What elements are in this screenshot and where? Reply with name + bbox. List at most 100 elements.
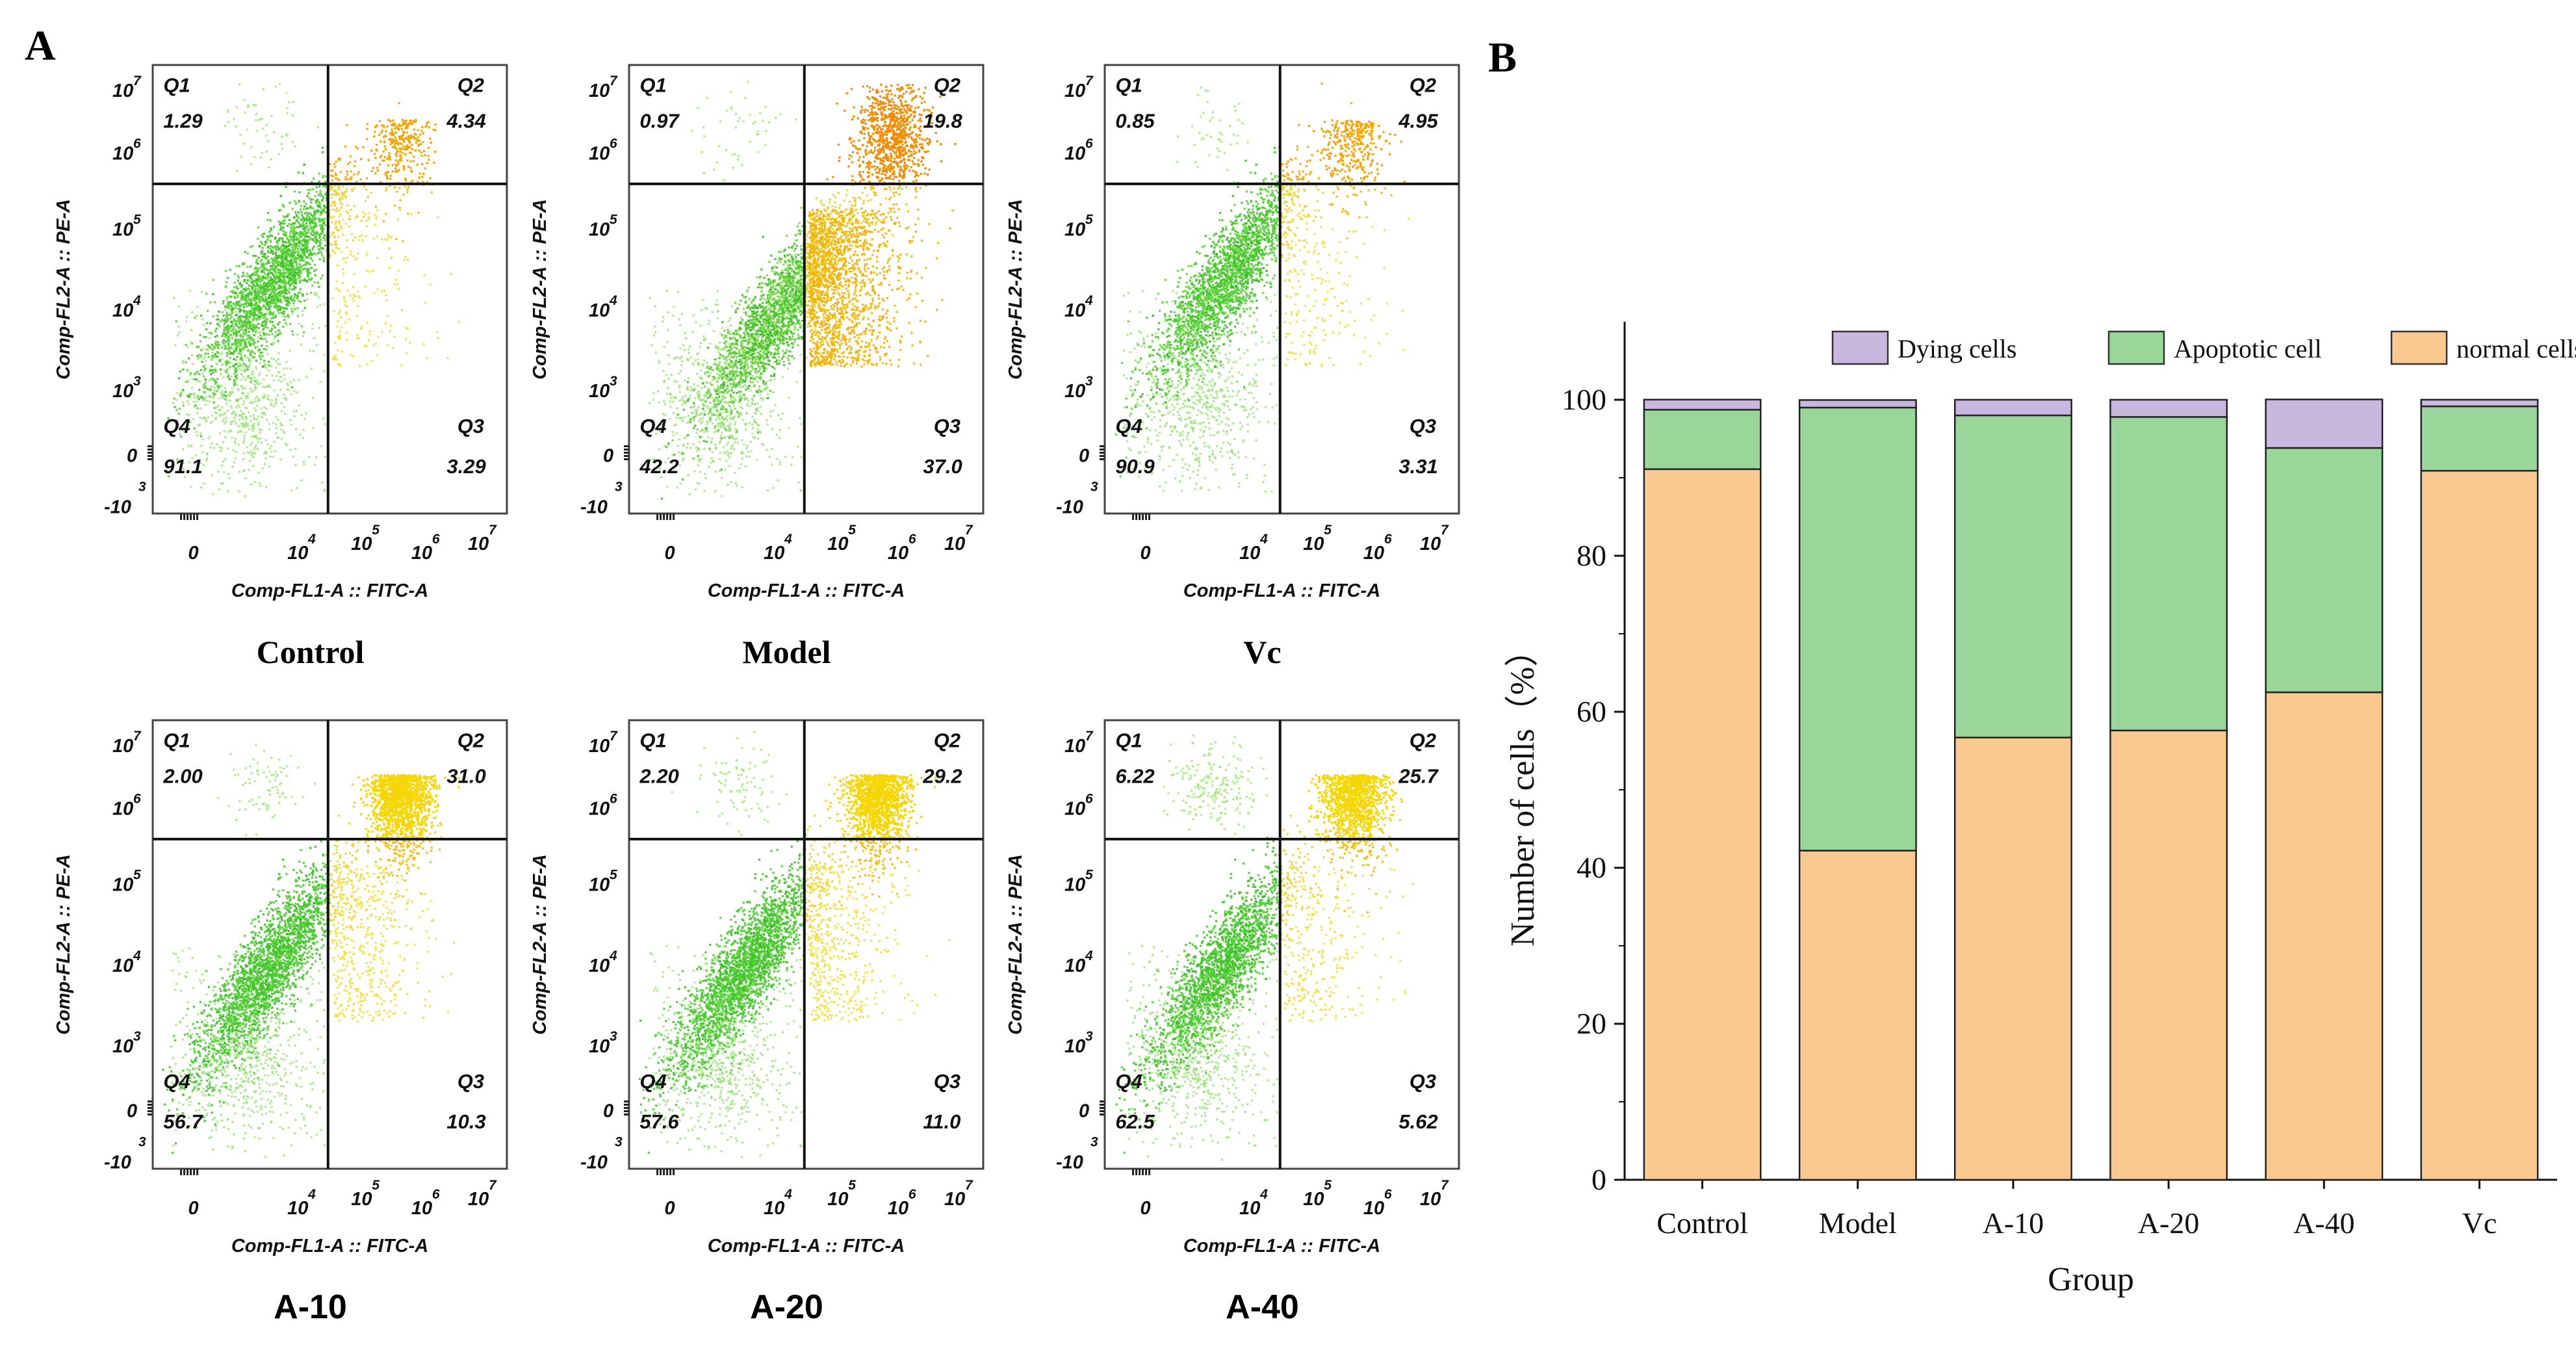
scatter-point: [776, 292, 779, 294]
scatter-point: [228, 302, 231, 305]
scatter-point: [300, 241, 302, 243]
scatter-point: [263, 359, 266, 362]
scatter-point: [260, 428, 263, 432]
scatter-point: [281, 252, 283, 255]
scatter-point: [298, 300, 300, 302]
scatter-point: [394, 145, 396, 148]
scatter-point: [244, 311, 247, 313]
scatter-point: [285, 92, 288, 94]
scatter-point: [269, 312, 272, 315]
scatter-point: [752, 348, 754, 350]
scatter-point: [801, 302, 804, 304]
scatter-point: [369, 330, 372, 333]
scatter-point: [303, 205, 306, 208]
scatter-point: [283, 296, 285, 299]
scatter-point: [281, 258, 284, 261]
scatter-point: [214, 418, 216, 421]
scatter-point: [302, 331, 305, 333]
scatter-point: [344, 195, 347, 198]
scatter-point: [253, 268, 256, 270]
scatter-point: [270, 229, 272, 231]
scatter-point: [261, 250, 263, 252]
scatter-point: [267, 272, 270, 275]
scatter-point: [206, 400, 209, 402]
scatter-point: [387, 164, 390, 167]
scatter-point: [320, 242, 322, 245]
scatter-point: [740, 374, 742, 377]
scatter-point: [255, 317, 257, 320]
scatter-point: [301, 251, 303, 254]
scatter-point: [241, 322, 244, 326]
scatter-point: [786, 330, 789, 332]
scatter-point: [250, 302, 252, 304]
scatter-point: [248, 364, 251, 367]
scatter-point: [302, 252, 305, 255]
scatter-point: [390, 140, 393, 143]
scatter-point: [245, 416, 248, 419]
scatter-point: [225, 315, 228, 318]
scatter-point: [772, 285, 775, 287]
scatter-point: [699, 398, 702, 402]
scatter-point: [344, 178, 347, 181]
scatter-point: [388, 247, 391, 250]
scatter-point: [399, 199, 402, 202]
scatter-point: [192, 418, 195, 421]
scatter-point: [391, 138, 394, 140]
scatter-point: [840, 250, 842, 254]
scatter-point: [430, 191, 433, 194]
scatter-point: [223, 320, 225, 322]
scatter-point: [294, 278, 297, 281]
scatter-point: [310, 257, 313, 260]
scatter-point: [822, 315, 825, 317]
scatter-point: [354, 236, 357, 239]
scatter-point: [276, 276, 278, 279]
scatter-point: [322, 222, 325, 224]
scatter-point: [255, 261, 257, 263]
scatter-point: [268, 364, 270, 367]
scatter-point: [195, 378, 198, 381]
scatter-point: [335, 246, 338, 249]
scatter-point: [244, 341, 247, 345]
scatter-point: [227, 394, 229, 397]
scatter-point: [287, 248, 289, 251]
scatter-point: [799, 233, 802, 235]
scatter-point: [402, 138, 404, 141]
scatter-point: [303, 250, 305, 252]
scatter-point: [348, 318, 351, 321]
scatter-point: [279, 224, 281, 226]
scatter-point: [338, 248, 341, 250]
scatter-point: [209, 346, 213, 349]
scatter-point: [723, 342, 726, 345]
scatter-point: [730, 365, 732, 368]
scatter-point: [255, 319, 257, 321]
scatter-point: [403, 168, 406, 171]
scatter-point: [240, 430, 243, 433]
scatter-point: [332, 250, 335, 253]
scatter-point: [244, 476, 247, 480]
scatter-point: [292, 313, 294, 315]
scatter-point: [293, 300, 296, 302]
scatter-point: [231, 328, 234, 331]
scatter-point: [861, 178, 864, 181]
scatter-point: [190, 471, 193, 474]
scatter-point: [259, 308, 262, 311]
scatter-point: [344, 222, 347, 225]
scatter-point: [276, 281, 279, 283]
scatter-point: [276, 333, 279, 336]
scatter-point: [261, 338, 264, 341]
scatter-point: [253, 324, 256, 327]
scatter-point: [246, 275, 248, 278]
scatter-point: [808, 290, 810, 293]
scatter-point: [360, 326, 363, 328]
scatter-point: [315, 224, 317, 226]
scatter-point: [254, 255, 257, 257]
scatter-point: [288, 287, 290, 290]
scatter-point: [204, 367, 207, 370]
scatter-point: [397, 127, 400, 130]
scatter-point: [270, 302, 273, 305]
scatter-point: [283, 266, 286, 268]
scatter-point: [310, 214, 313, 216]
scatter-point: [309, 350, 311, 352]
scatter-point: [263, 320, 265, 323]
scatter-point: [293, 295, 296, 298]
